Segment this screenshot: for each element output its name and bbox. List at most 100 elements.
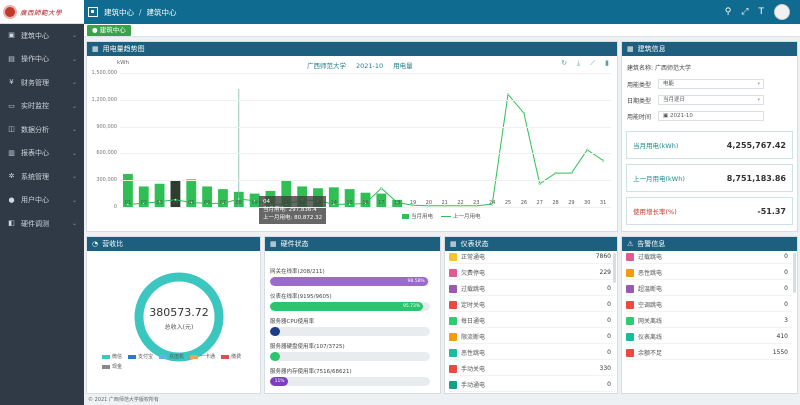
sidebar-item[interactable]: ¥ 财务管理 ⌄ xyxy=(0,71,84,95)
x-tick-label: 06 xyxy=(203,200,211,206)
chart-bar[interactable] xyxy=(202,186,213,207)
chart-bar[interactable] xyxy=(376,193,387,207)
breadcrumb-item[interactable]: 建筑中心 xyxy=(104,7,134,17)
font-size-icon[interactable]: T xyxy=(758,7,765,17)
energy-type-select[interactable]: 电能 ▾ xyxy=(658,79,764,89)
list-item-label: 限流断电 xyxy=(461,334,486,341)
alarm-info-panel: ⚠ 告警信息 过载跳电 0 恶性跳电 0 超温断电 0 空调跳电 0 网关离线 3 仪表离线 410 余额… xyxy=(621,236,798,394)
legend-item[interactable]: 一卡通 xyxy=(190,353,215,360)
date-type-select[interactable]: 当月逐日 ▾ xyxy=(658,95,764,105)
sidebar-item[interactable]: ✲ 系统管理 ⌄ xyxy=(0,165,84,189)
line-point[interactable] xyxy=(174,198,177,201)
tab-building-center[interactable]: ● 建筑中心 xyxy=(87,25,131,36)
line-point[interactable] xyxy=(522,112,526,115)
line-point[interactable] xyxy=(205,202,209,205)
chart-bar[interactable] xyxy=(328,187,339,207)
line-point[interactable] xyxy=(364,202,367,205)
bar-chart-icon[interactable]: ▮ xyxy=(605,59,609,67)
list-item[interactable]: 每日通电 0 xyxy=(449,314,615,328)
line-chart-icon[interactable]: ⟋ xyxy=(590,59,596,67)
chart-bar[interactable] xyxy=(154,183,165,207)
line-point[interactable] xyxy=(443,204,446,207)
list-item[interactable]: 过载跳电 0 xyxy=(626,250,792,264)
hardware-metric: 服务器内存使用率(7516/68621) 11% xyxy=(270,367,430,386)
chart-bar[interactable] xyxy=(344,189,355,207)
avatar[interactable] xyxy=(774,4,790,20)
chart-bar[interactable] xyxy=(123,173,133,207)
line-point[interactable] xyxy=(411,204,415,207)
sidebar-item[interactable]: ◫ 数据分析 ⌄ xyxy=(0,118,84,142)
sidebar-item[interactable]: ▥ 报表中心 ⌄ xyxy=(0,142,84,166)
settings-icon: ✲ xyxy=(8,172,15,181)
list-item[interactable]: 网关离线 3 xyxy=(626,314,792,328)
legend-item[interactable]: 充值机 xyxy=(159,353,184,360)
list-item-value: 0 xyxy=(784,285,788,292)
chart-bar[interactable] xyxy=(218,189,228,207)
search-icon[interactable]: ⚲ xyxy=(724,7,732,17)
line-point[interactable] xyxy=(126,203,130,206)
legend-item[interactable]: 缴费 xyxy=(221,353,241,360)
chart-bar[interactable] xyxy=(138,186,149,207)
y-tick-label: 0 xyxy=(113,204,117,210)
line-point[interactable] xyxy=(190,201,193,204)
line-point[interactable] xyxy=(475,204,478,207)
list-item[interactable]: 余额不足 1550 xyxy=(626,346,792,360)
legend-item[interactable]: 支付宝 xyxy=(128,353,153,360)
sidebar-item[interactable]: ◧ 硬件调测 ⌄ xyxy=(0,212,84,236)
chart-bar[interactable] xyxy=(186,179,197,207)
line-point[interactable] xyxy=(158,200,161,203)
list-item[interactable]: 欠费停电 229 xyxy=(449,266,615,280)
list-item[interactable]: 空调跳电 0 xyxy=(626,298,792,312)
line-point[interactable] xyxy=(237,197,240,201)
refresh-icon[interactable]: ↻ xyxy=(561,59,568,67)
legend-item[interactable]: 现金 xyxy=(102,363,122,370)
hardware-metric-label: 服务器CPU使用率 xyxy=(270,319,315,325)
chart-bar[interactable] xyxy=(360,192,371,207)
list-item[interactable]: 手动关电 330 xyxy=(449,362,615,376)
line-point[interactable] xyxy=(253,199,256,202)
legend-item[interactable]: 微信 xyxy=(102,353,122,360)
legend-item-previous[interactable]: 上一月用电 xyxy=(441,212,481,220)
list-item[interactable]: 仪表离线 410 xyxy=(626,330,792,344)
line-point[interactable] xyxy=(332,203,335,206)
line-point[interactable] xyxy=(506,93,510,96)
scrollbar[interactable] xyxy=(793,253,796,293)
line-point[interactable] xyxy=(491,203,494,206)
logo[interactable]: 廣西師範大學 xyxy=(0,0,84,24)
energy-time-picker[interactable]: ▣ 2021-10 xyxy=(658,111,764,121)
list-item[interactable]: 限流断电 0 xyxy=(449,330,615,344)
list-item[interactable]: 定时关电 0 xyxy=(449,298,615,312)
list-item[interactable]: 手动通电 0 xyxy=(449,378,615,392)
list-item[interactable]: 恶性跳电 0 xyxy=(626,266,792,280)
line-point[interactable] xyxy=(348,203,351,206)
sidebar-item[interactable]: ▣ 建筑中心 ⌄ xyxy=(0,24,84,48)
line-point[interactable] xyxy=(538,182,541,185)
sidebar-item[interactable]: ▤ 操作中心 ⌄ xyxy=(0,48,84,72)
list-item[interactable]: 超温断电 0 xyxy=(626,282,792,296)
previous-month-line[interactable] xyxy=(127,93,604,207)
hardware-metric-label: 服务器硬盘使用率(107/3725) xyxy=(270,344,345,350)
line-point[interactable] xyxy=(554,171,557,175)
line-point[interactable] xyxy=(427,204,431,207)
chart-bar[interactable] xyxy=(170,180,181,207)
line-point[interactable] xyxy=(570,171,573,175)
line-point[interactable] xyxy=(380,187,383,190)
line-point[interactable] xyxy=(221,202,225,205)
sidebar-item[interactable]: ▭ 实时监控 ⌄ xyxy=(0,95,84,119)
line-point[interactable] xyxy=(586,148,589,151)
chevron-down-icon: ⌄ xyxy=(71,173,77,181)
line-point[interactable] xyxy=(396,201,399,204)
sidebar-item[interactable]: ● 用户中心 ⌄ xyxy=(0,189,84,213)
legend-item-current[interactable]: 当月用电 xyxy=(402,212,433,220)
list-item[interactable]: 恶性跳电 0 xyxy=(449,346,615,360)
line-point[interactable] xyxy=(142,202,145,205)
chart-bar[interactable] xyxy=(281,180,292,207)
line-point[interactable] xyxy=(459,204,462,207)
list-item[interactable]: 过载跳电 0 xyxy=(449,282,615,296)
fullscreen-icon[interactable]: ⤢ xyxy=(741,7,749,17)
scrollbar[interactable] xyxy=(613,253,616,283)
menu-toggle-icon[interactable] xyxy=(88,7,98,17)
line-point[interactable] xyxy=(601,159,605,162)
list-item[interactable]: 正常通电 7860 xyxy=(449,250,615,264)
download-icon[interactable]: ⤓ xyxy=(577,59,581,67)
